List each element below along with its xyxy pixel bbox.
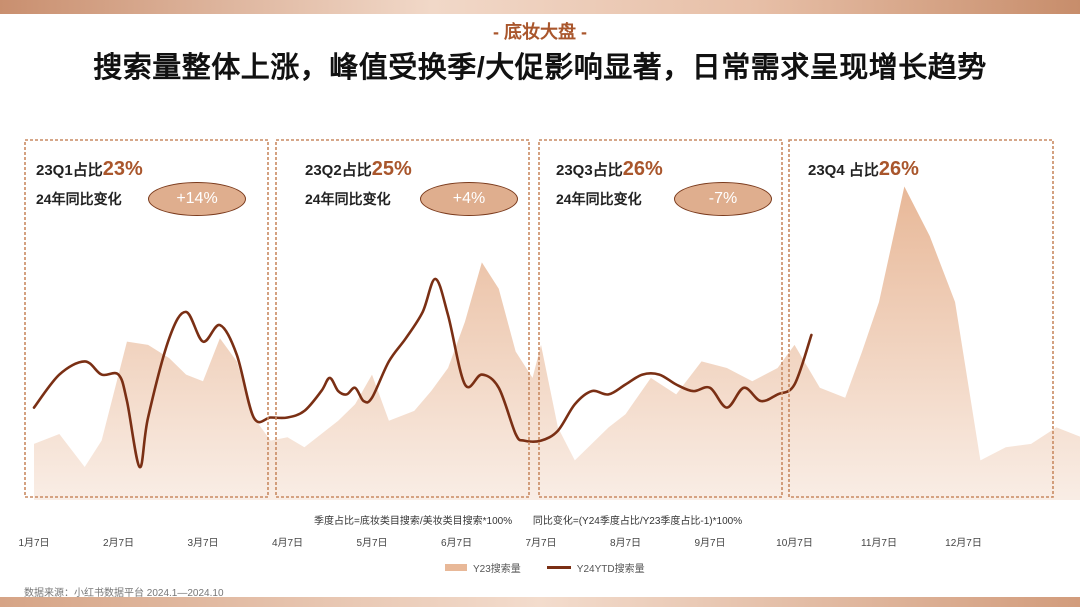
q3-change-badge: -7%: [674, 182, 772, 216]
x-tick-label: 7月7日: [525, 537, 556, 549]
q1-change-badge: +14%: [148, 182, 246, 216]
series-area-y23: [34, 186, 1080, 500]
series-line-y24: [32, 277, 813, 469]
formula-note: 季度占比=底妆类目搜索/美妆类目搜索*100% 同比变化=(Y24季度占比/Y2…: [314, 512, 760, 527]
q1-share-label: 23Q1占比23%: [36, 158, 143, 181]
x-tick-label: 2月7日: [103, 537, 134, 549]
q1-change-label: 24年同比变化: [36, 191, 122, 207]
legend-item-y23: Y23搜索量: [445, 560, 521, 575]
quarter-box-q1: [24, 139, 269, 498]
bottom-decor-band: [0, 597, 1080, 607]
q4-share-label: 23Q4 占比26%: [808, 158, 919, 181]
quarter-share-formula: 季度占比=底妆类目搜索/美妆类目搜索*100%: [314, 516, 513, 527]
q2-share-title: 23Q2占比: [305, 162, 372, 179]
quarter-box-q3: [538, 139, 783, 498]
q3-share-value: 26%: [622, 158, 663, 180]
q3-share-title: 23Q3占比: [556, 162, 623, 179]
q2-share-value: 25%: [371, 158, 412, 180]
q4-share-title: 23Q4 占比: [808, 162, 879, 179]
q3-change-label: 24年同比变化: [556, 191, 642, 207]
top-decor-band: [0, 0, 1080, 14]
q3-share-label: 23Q3占比26%: [556, 158, 663, 181]
legend-swatch-area: [445, 564, 467, 571]
x-tick-label: 6月7日: [441, 537, 472, 549]
q2-change-badge: +4%: [420, 182, 518, 216]
x-tick-label: 1月7日: [18, 537, 49, 549]
x-tick-label: 3月7日: [187, 537, 218, 549]
chart-legend: Y23搜索量 Y24YTD搜索量: [445, 560, 671, 575]
x-tick-label: 9月7日: [694, 537, 725, 549]
page-title: 搜索量整体上涨，峰值受换季/大促影响显著，日常需求呈现增长趋势: [93, 52, 987, 84]
legend-item-y24: Y24YTD搜索量: [546, 560, 645, 575]
q1-share-title: 23Q1占比: [36, 162, 103, 179]
x-tick-label: 4月7日: [272, 537, 303, 549]
data-source-note: 数据来源：小红书数据平台 2024.1—2024.10: [24, 588, 224, 599]
x-tick-label: 10月7日: [776, 537, 813, 549]
x-tick-label: 12月7日: [945, 537, 982, 549]
legend-label-y23: Y23搜索量: [473, 564, 521, 575]
x-tick-label: 5月7日: [356, 537, 387, 549]
q2-change-label: 24年同比变化: [305, 191, 391, 207]
q2-share-label: 23Q2占比25%: [305, 158, 412, 181]
legend-label-y24: Y24YTD搜索量: [576, 564, 645, 575]
section-tag: - 底妆大盘 -: [493, 22, 587, 42]
x-tick-label: 11月7日: [861, 537, 897, 549]
q1-share-value: 23%: [102, 158, 143, 180]
legend-swatch-line: [546, 566, 571, 569]
x-tick-label: 8月7日: [610, 537, 641, 549]
q4-share-value: 26%: [878, 158, 919, 180]
yoy-change-formula: 同比变化=(Y24季度占比/Y23季度占比-1)*100%: [532, 516, 743, 527]
quarter-box-q4: [788, 139, 1054, 498]
quarter-box-q2: [275, 139, 530, 498]
